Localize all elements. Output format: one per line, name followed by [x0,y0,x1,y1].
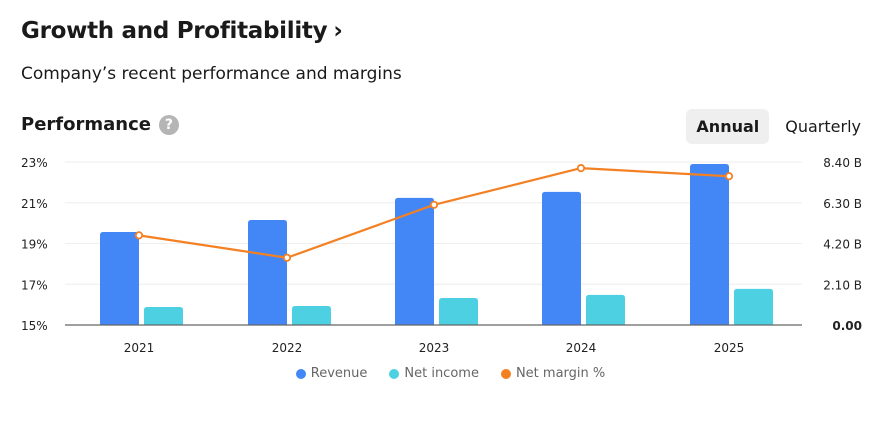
net-margin-point [282,253,292,262]
net-income-bar [734,288,773,325]
left-axis-tick: 19% [21,238,48,252]
title-text: Growth and Profitability [21,18,328,44]
net-margin-point [429,200,439,209]
revenue-bar [248,220,287,325]
revenue-bar [395,197,434,325]
x-axis-tick: 2021 [124,341,155,355]
revenue-bar [100,232,139,325]
right-axis-tick: 6.30 B [823,197,862,211]
performance-header: Performance ? [21,114,179,135]
chart-legend: Revenue Net income Net margin % [0,366,891,381]
tab-annual[interactable]: Annual [686,109,770,144]
net-margin-dot-icon [500,368,511,379]
right-axis-tick: 4.20 B [823,238,862,252]
revenue-dot-icon [295,368,306,379]
net-income-bar [144,306,183,325]
left-axis-tick: 23% [21,156,48,170]
x-axis-tick: 2022 [272,341,303,355]
performance-chart: 15% 0.00 17% 2.10 B 19% 4.20 B 21% 6.30 B 23% 8.4… [21,156,862,355]
net-income-dot-icon [389,368,400,379]
x-axis-tick: 2024 [566,341,597,355]
revenue-bar [690,163,729,325]
legend-item-revenue[interactable]: Revenue [295,366,368,381]
period-toggle: Annual Quarterly [686,109,871,144]
legend-label: Net margin % [515,366,606,381]
net-margin-point [576,164,586,173]
net-income-bar [586,294,625,325]
right-axis-tick: 8.40 B [823,156,862,170]
left-axis-tick: 15% [21,319,48,333]
right-axis-tick: 2.10 B [823,278,862,292]
legend-item-net-margin[interactable]: Net margin % [500,366,606,381]
subtitle: Company’s recent performance and margins [21,64,402,84]
revenue-bar [542,191,581,325]
section-title-link[interactable]: Growth and Profitability › [21,18,343,44]
net-income-bar [439,298,478,325]
right-axis-tick: 0.00 [832,319,862,333]
legend-label: Revenue [310,366,368,381]
legend-item-net-income[interactable]: Net income [389,366,479,381]
left-axis-tick: 17% [21,278,48,292]
chevron-right-icon: › [333,18,343,44]
net-income-bar [292,305,331,325]
help-icon[interactable]: ? [158,114,179,135]
left-axis-tick: 21% [21,197,48,211]
x-axis-tick: 2023 [419,341,450,355]
performance-title: Performance [21,114,151,135]
net-margin-point [724,172,734,181]
tab-quarterly[interactable]: Quarterly [785,117,861,136]
x-axis-tick: 2025 [714,341,745,355]
legend-label: Net income [404,366,479,381]
net-margin-point [134,231,144,240]
